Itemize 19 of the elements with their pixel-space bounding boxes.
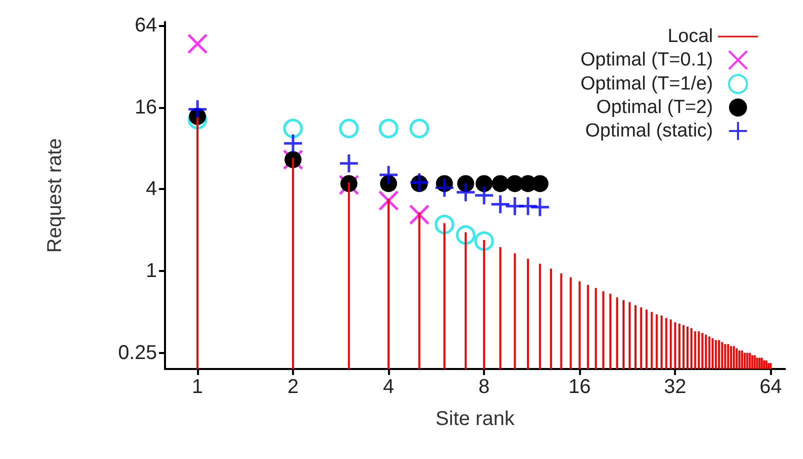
x-tick-label: 16 <box>568 376 591 398</box>
y-axis-title: Request rate <box>44 138 66 253</box>
legend-label: Optimal (T=0.1) <box>580 50 713 70</box>
y-tick-label: 1 <box>146 260 157 282</box>
y-tick-label: 0.25 <box>118 342 157 364</box>
x-tick-label: 4 <box>382 376 394 398</box>
legend-label: Local <box>668 26 713 47</box>
y-tick-label: 64 <box>134 14 157 37</box>
x-axis-title: Site rank <box>436 408 516 430</box>
legend-label: Optimal (static) <box>585 120 713 142</box>
x-tick-label: 2 <box>287 376 299 398</box>
x-tick-label: 8 <box>478 376 490 398</box>
y-tick-label: 4 <box>146 178 157 200</box>
y-tick-label: 16 <box>134 96 157 118</box>
x-tick-label: 64 <box>760 376 782 398</box>
x-tick-label: 32 <box>664 376 686 398</box>
legend-label: Optimal (T=2) <box>596 97 713 118</box>
x-tick-label: 1 <box>192 376 204 398</box>
legend-label: Optimal (T=1/e) <box>580 74 713 94</box>
